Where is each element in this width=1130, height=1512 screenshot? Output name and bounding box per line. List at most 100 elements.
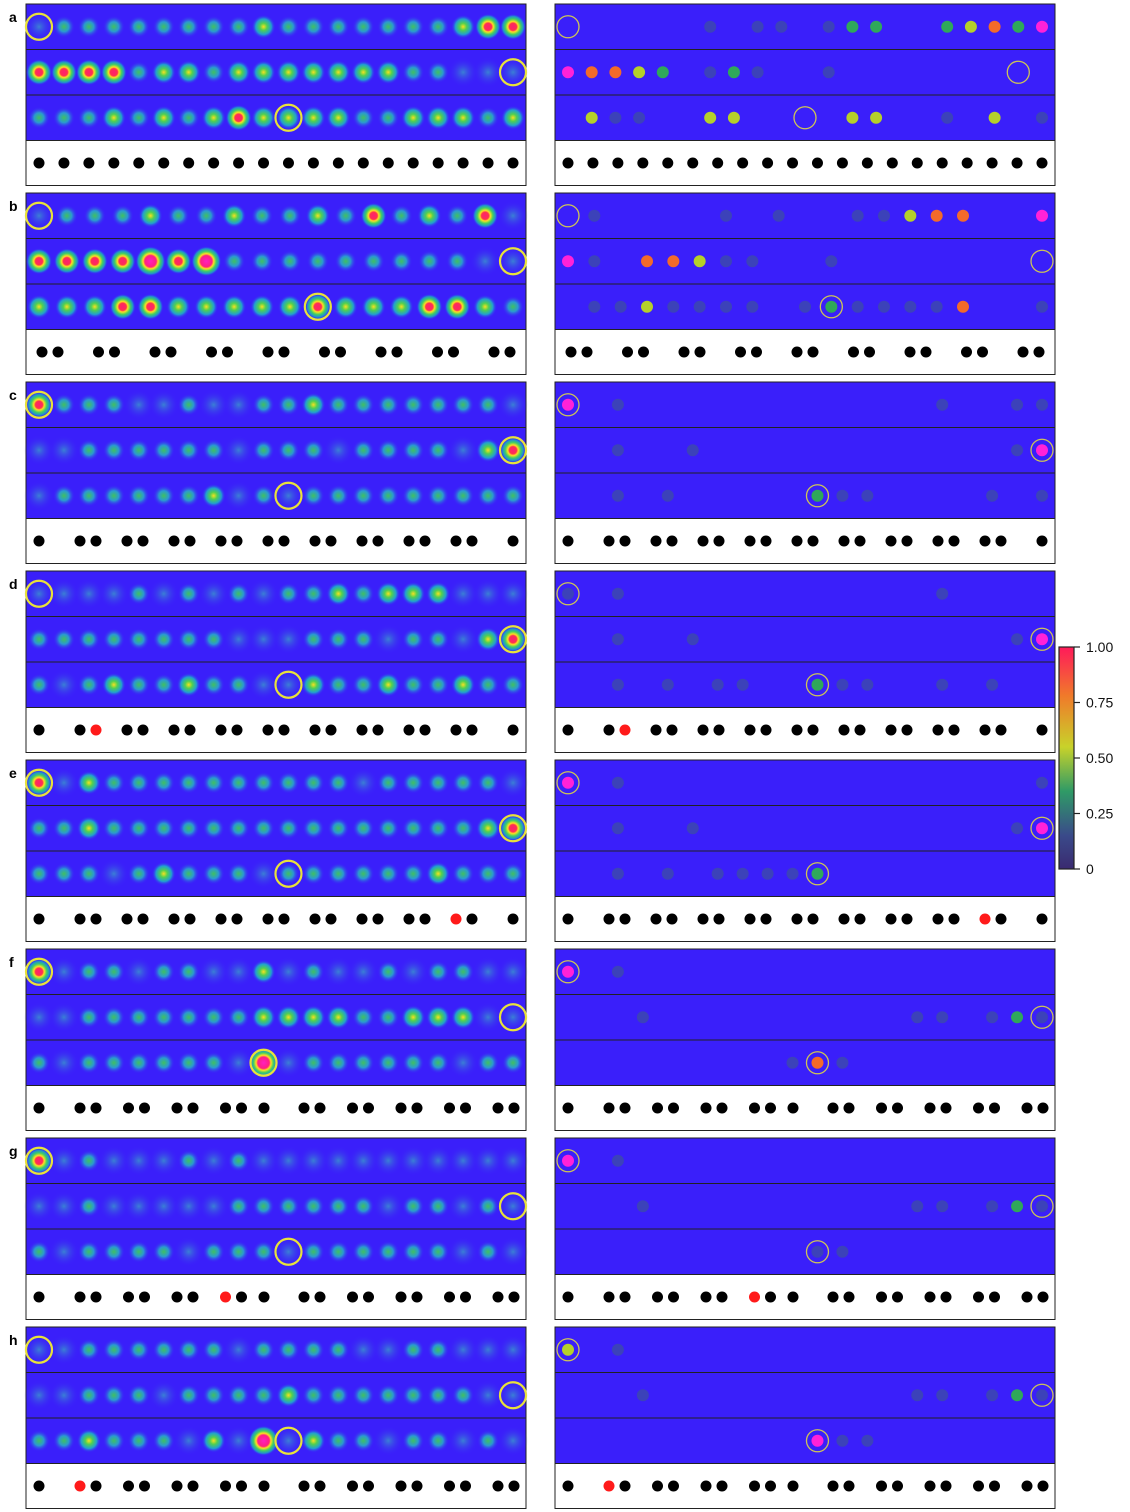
density-spot xyxy=(301,1005,326,1030)
atom xyxy=(233,157,245,169)
probability-dot xyxy=(786,867,799,880)
atom xyxy=(1021,1291,1033,1303)
right-map-b xyxy=(554,192,1056,375)
density-spot xyxy=(102,1338,125,1361)
atom xyxy=(948,913,960,925)
density-spot xyxy=(473,578,504,609)
atom xyxy=(466,724,478,736)
atom xyxy=(735,346,746,358)
atom xyxy=(619,535,631,547)
density-spot xyxy=(102,393,125,416)
atom xyxy=(133,157,145,169)
density-spot xyxy=(102,484,125,507)
density-spot xyxy=(127,673,150,696)
panel-g: g xyxy=(9,1137,1056,1320)
lattice-row xyxy=(554,381,1056,428)
atom-strip xyxy=(554,1085,1056,1131)
atom xyxy=(637,157,649,169)
density-spot xyxy=(77,1006,100,1029)
density-spot xyxy=(377,15,400,38)
density-spot xyxy=(152,1006,175,1029)
atom xyxy=(74,724,86,736)
atom xyxy=(827,1102,839,1114)
atom xyxy=(137,535,149,547)
density-spot xyxy=(191,246,222,277)
atom xyxy=(403,913,415,925)
atom xyxy=(666,724,678,736)
probability-dot xyxy=(941,20,954,33)
density-spot xyxy=(373,1334,404,1365)
atom xyxy=(652,1480,663,1492)
density-spot xyxy=(248,624,279,655)
density-spot xyxy=(251,60,276,85)
density-spot xyxy=(302,817,325,840)
density-spot xyxy=(427,393,450,416)
density-spot xyxy=(273,1145,304,1176)
atom xyxy=(562,1480,574,1492)
atom xyxy=(716,1291,728,1303)
density-spot xyxy=(302,862,325,885)
probability-dot xyxy=(720,209,732,222)
density-spot xyxy=(24,11,54,42)
atom xyxy=(603,724,615,736)
density-spot xyxy=(98,1145,129,1176)
density-spot xyxy=(427,771,450,794)
atom xyxy=(843,1291,855,1303)
atom xyxy=(749,1480,760,1492)
lattice-row xyxy=(25,1372,527,1419)
atom xyxy=(948,535,960,547)
atom xyxy=(356,724,368,736)
probability-dot xyxy=(562,398,574,411)
density-spot xyxy=(277,582,300,605)
density-spot xyxy=(302,960,325,983)
density-spot xyxy=(77,439,100,462)
atom xyxy=(936,157,948,169)
density-spot xyxy=(152,1338,175,1361)
density-spot xyxy=(202,15,225,38)
density-spot xyxy=(152,1240,175,1263)
density-spot xyxy=(277,862,300,885)
probability-dot xyxy=(1036,209,1048,222)
atom xyxy=(137,913,149,925)
probability-dot xyxy=(611,867,624,880)
atom xyxy=(712,157,724,169)
atom xyxy=(1017,346,1029,358)
density-spot xyxy=(302,1338,325,1361)
density-spot xyxy=(302,628,325,651)
atom xyxy=(325,724,337,736)
atom xyxy=(924,1480,936,1492)
panels-layer: a b c d e f g h xyxy=(9,3,1056,1509)
probability-dot xyxy=(957,209,969,222)
atom xyxy=(466,535,478,547)
probability-dot xyxy=(562,776,574,789)
marker-ring xyxy=(498,814,528,843)
right-map-g xyxy=(554,1137,1056,1320)
density-spot xyxy=(223,956,254,987)
density-spot xyxy=(498,1002,528,1033)
density-spot xyxy=(102,439,125,462)
density-spot xyxy=(223,389,254,420)
density-spot xyxy=(77,1384,100,1407)
density-spot xyxy=(77,862,100,885)
probability-dot xyxy=(851,209,864,222)
atom xyxy=(448,346,459,358)
density-spot xyxy=(473,1334,504,1365)
left-map-g xyxy=(24,1137,528,1320)
probability-dot xyxy=(1036,444,1048,457)
atom xyxy=(407,157,419,169)
density-spot xyxy=(98,578,129,609)
density-spot xyxy=(77,628,100,651)
atom xyxy=(184,535,196,547)
density-spot xyxy=(352,1195,375,1218)
density-spot xyxy=(427,673,450,696)
probability-dot xyxy=(936,398,949,411)
probability-dot xyxy=(772,209,785,222)
probability-dot xyxy=(562,1154,574,1167)
atom xyxy=(744,724,756,736)
density-spot xyxy=(352,393,375,416)
atom xyxy=(787,157,799,169)
atom xyxy=(52,346,64,358)
atom xyxy=(876,1480,887,1492)
probability-dot xyxy=(799,300,811,313)
atom xyxy=(90,1291,102,1303)
